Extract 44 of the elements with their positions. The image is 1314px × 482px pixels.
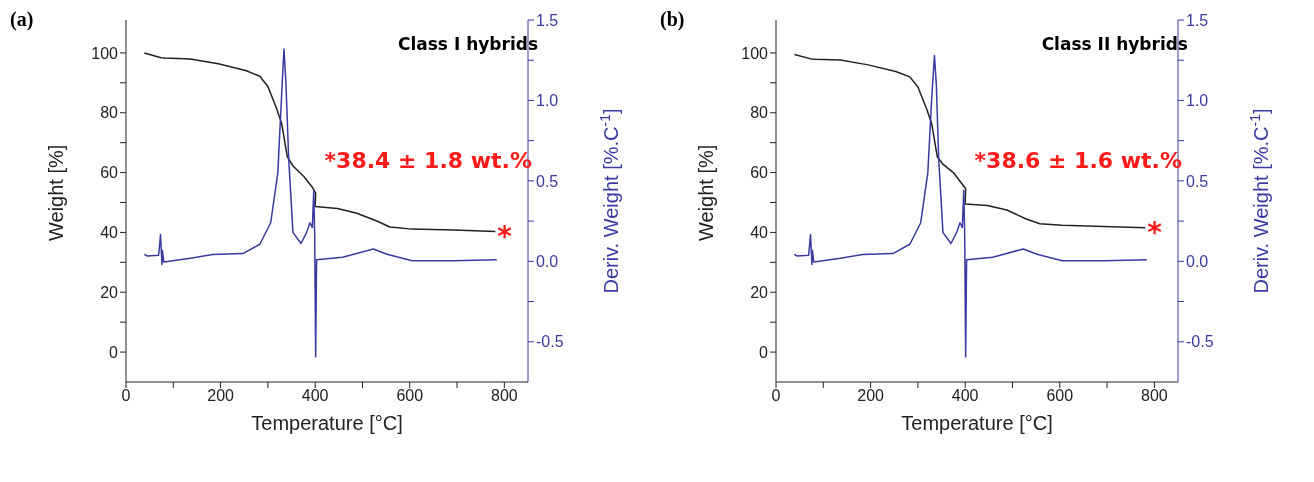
x-tick-label: 400 <box>301 387 329 405</box>
y-tick-label: 80 <box>750 104 769 122</box>
x-tick-label: 0 <box>771 387 781 405</box>
y2-tick-label: -0.5 <box>1186 333 1214 351</box>
y2-tick-label: 0.5 <box>1186 172 1209 190</box>
y2-tick-label: 1.5 <box>536 11 559 29</box>
x-tick-label: 200 <box>207 387 235 405</box>
x-axis-title: Temperature [°C] <box>251 412 403 434</box>
y-tick-label: 80 <box>100 104 119 122</box>
y2-tick-label: 1.5 <box>1186 11 1209 29</box>
y2-tick-label: -0.5 <box>536 333 564 351</box>
y-tick-label: 40 <box>100 224 119 242</box>
y-tick-label: 100 <box>91 44 119 62</box>
y2-tick-label: 1.0 <box>1186 92 1209 110</box>
annotation: *38.4 ± 1.8 wt.% <box>324 148 532 173</box>
text: Class I hybrids <box>397 34 538 54</box>
x-tick-label: 600 <box>1046 387 1074 405</box>
annotation: *38.6 ± 1.6 wt.% <box>974 148 1182 173</box>
x-tick-label: 800 <box>1141 387 1168 405</box>
y-axis-title: Weight [%] <box>45 144 68 241</box>
x-tick-label: 400 <box>951 387 979 405</box>
text: Class II hybrids <box>1041 34 1188 54</box>
y-axis-title: Weight [%] <box>695 144 718 241</box>
y-tick-label: 100 <box>741 44 769 62</box>
y-tick-label: 60 <box>100 164 119 182</box>
y2-tick-label: 0.0 <box>536 253 559 271</box>
x-tick-label: 600 <box>396 387 424 405</box>
annotation: * <box>1147 215 1163 249</box>
y-tick-label: 20 <box>750 283 769 301</box>
y-tick-label: 40 <box>750 224 769 242</box>
x-tick-label: 200 <box>857 387 885 405</box>
annotation: * <box>497 219 513 253</box>
y-tick-label: 0 <box>759 343 769 361</box>
chart-title: (b) <box>660 8 685 31</box>
y2-tick-label: 1.0 <box>536 92 559 110</box>
y2-tick-label: 0.5 <box>536 172 559 190</box>
y-tick-label: 60 <box>750 164 769 182</box>
x-axis-title: Temperature [°C] <box>901 412 1053 434</box>
y2-tick-label: 0.0 <box>1186 253 1209 271</box>
x-tick-label: 0 <box>121 387 131 405</box>
y-tick-label: 20 <box>100 283 119 301</box>
x-tick-label: 800 <box>491 387 518 405</box>
chart-title: (a) <box>10 8 34 31</box>
y-tick-label: 0 <box>109 343 119 361</box>
